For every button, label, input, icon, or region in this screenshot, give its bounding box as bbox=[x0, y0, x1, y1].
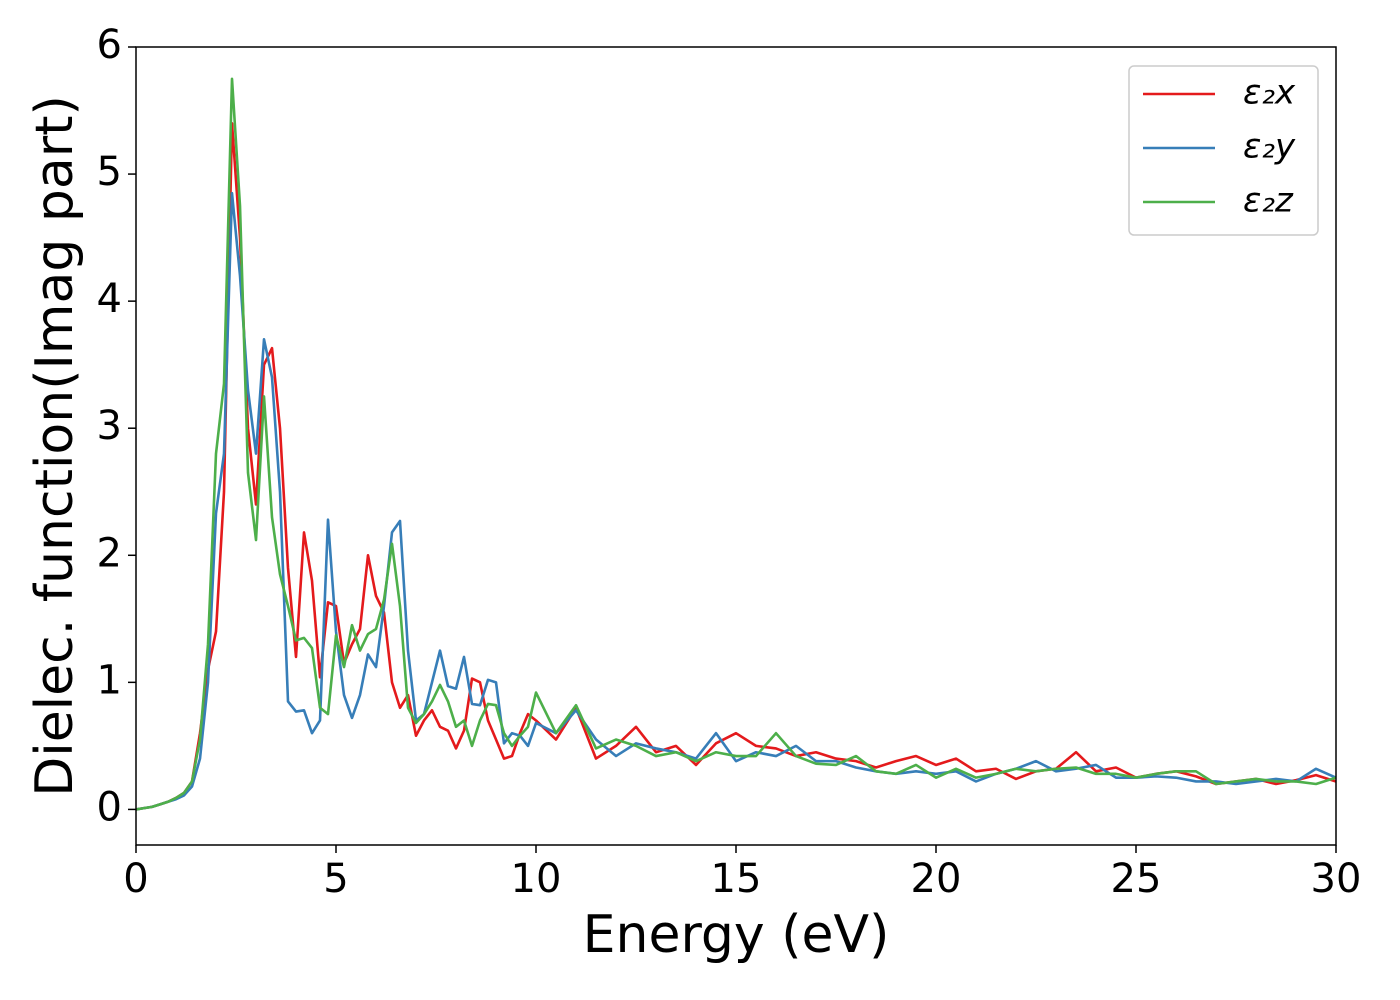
plot-frame bbox=[135, 46, 1337, 846]
y-tick-label: 6 bbox=[97, 22, 122, 68]
y-tick-label: 0 bbox=[97, 784, 122, 830]
legend-label: ε₂z bbox=[1243, 181, 1294, 221]
x-tick-label: 25 bbox=[1111, 856, 1162, 902]
series-line bbox=[136, 77, 1336, 811]
x-axis-label: Energy (eV) bbox=[583, 905, 890, 965]
x-tick-label: 20 bbox=[911, 856, 962, 902]
y-tick-label: 5 bbox=[97, 149, 122, 195]
y-tick-label: 2 bbox=[97, 530, 122, 576]
series-line bbox=[136, 191, 1336, 811]
x-tick-label: 30 bbox=[1311, 856, 1362, 902]
x-tick-label: 5 bbox=[323, 856, 348, 902]
x-tick-label: 10 bbox=[511, 856, 562, 902]
legend-box bbox=[1128, 65, 1319, 236]
legend-label: ε₂y bbox=[1243, 127, 1296, 167]
y-tick-label: 4 bbox=[97, 276, 122, 322]
x-tick-label: 15 bbox=[711, 856, 762, 902]
y-axis-label: Dielec. function(Imag part) bbox=[25, 95, 85, 797]
y-tick-label: 1 bbox=[97, 657, 122, 703]
legend-label: ε₂x bbox=[1243, 73, 1296, 113]
x-tick-label: 0 bbox=[123, 856, 148, 902]
y-tick-label: 3 bbox=[97, 403, 122, 449]
